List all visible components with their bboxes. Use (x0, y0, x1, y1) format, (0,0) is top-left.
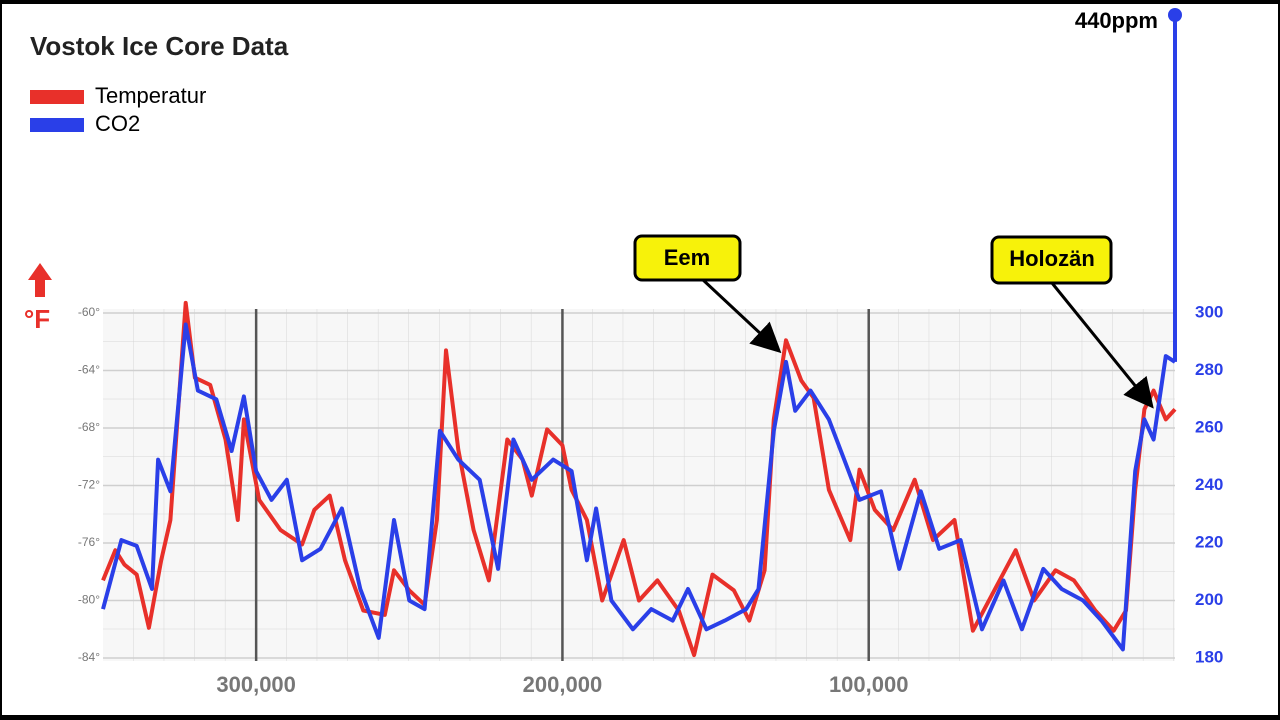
unit-arrow (28, 263, 52, 297)
co2-current-point (1168, 8, 1182, 22)
series-line (101, 300, 1177, 658)
y-tick-label: -60° (78, 305, 100, 319)
legend-label: CO2 (95, 111, 140, 136)
annotation-text: Holozän (1009, 246, 1095, 271)
legend-swatch (30, 118, 84, 132)
y-tick-label: -84° (78, 650, 100, 664)
co2-current-label: 440ppm (1075, 8, 1158, 33)
x-tick-label: 300,000 (216, 672, 296, 697)
legend-label: Temperatur (95, 83, 206, 108)
y2-tick-label: 180 (1195, 647, 1223, 666)
y-tick-label: -68° (78, 420, 100, 434)
y2-tick-label: 260 (1195, 417, 1223, 436)
annotation-eem: Eem (633, 234, 782, 354)
annotation-box (633, 234, 742, 282)
series-line (101, 322, 1177, 652)
y2-tick-label: 280 (1195, 360, 1223, 379)
y-unit-label: °F (24, 304, 50, 334)
legend-swatch (30, 90, 84, 104)
annotation-arrow (700, 277, 782, 354)
y2-tick-label: 300 (1195, 302, 1223, 321)
chart-title: Vostok Ice Core Data (30, 31, 289, 61)
y-tick-label: -76° (78, 535, 100, 549)
x-tick-label: 100,000 (829, 672, 909, 697)
annotation-box (990, 235, 1113, 285)
x-tick-label: 200,000 (523, 672, 603, 697)
y2-tick-label: 220 (1195, 532, 1223, 551)
y2-tick-label: 200 (1195, 590, 1223, 609)
annotation-arrow (1050, 282, 1154, 409)
annotation-holozaen: Holozän (990, 235, 1154, 409)
chart-layer: -60° -64° -68° -72° -76° -80° -84° 180 200 220 240… (30, 8, 1223, 697)
y-tick-label: -72° (78, 478, 100, 492)
y2-tick-label: 240 (1195, 475, 1223, 494)
y-tick-label: -64° (78, 363, 100, 377)
y-tick-label: -80° (78, 593, 100, 607)
annotation-text: Eem (664, 245, 710, 270)
